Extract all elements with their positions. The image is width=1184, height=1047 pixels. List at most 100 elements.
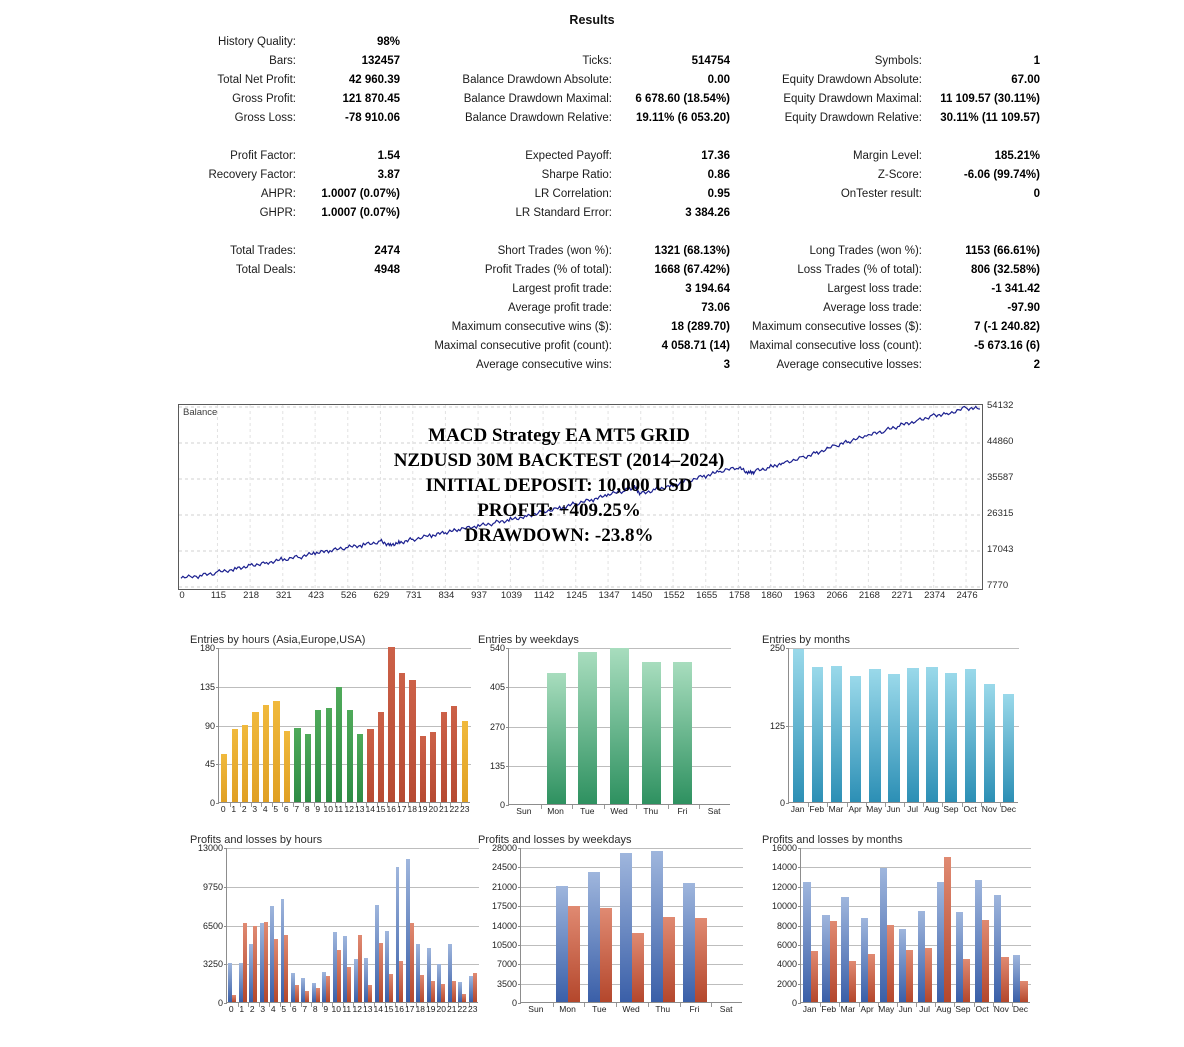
bar [388, 647, 395, 802]
x-tick-label: 10 [331, 1004, 341, 1014]
bar [283, 730, 291, 802]
y-tick-label: 0 [511, 998, 517, 1008]
x-tick-label: Tue [592, 1004, 607, 1014]
stat-cell: Balance Drawdown Maximal: 6 678.60 (18.54… [400, 90, 730, 109]
y-tick-mark [224, 1003, 227, 1004]
bar-slot [397, 648, 407, 802]
x-tick-label: Thu [643, 806, 659, 816]
stat-row: GHPR: 1.0007 (0.07%) LR Standard Error: 3 3… [0, 204, 1184, 223]
bar-loss [378, 942, 383, 1002]
stat-row: Largest profit trade: 3 194.64 Largest los… [0, 280, 1184, 299]
stat-cell: Gross Loss: -78 910.06 [0, 109, 400, 128]
stat-cell [0, 318, 400, 337]
y-tick-label: 0 [217, 998, 223, 1008]
x-tick-label: 23 [468, 1004, 478, 1014]
balance-x-tick: 731 [405, 590, 422, 601]
bar-slot [521, 848, 553, 1002]
stat-row: Average consecutive wins: 3 Average consec… [0, 356, 1184, 375]
x-tick-mark [395, 1003, 396, 1007]
x-tick-mark [332, 1003, 333, 1007]
bar-loss [462, 994, 467, 1002]
bar [315, 709, 322, 802]
stat-cell: Balance Drawdown Absolute: 0.00 [400, 71, 730, 90]
x-tick-mark [292, 803, 294, 807]
stat-cell: Recovery Factor: 3.87 [0, 166, 400, 185]
bar-loss [336, 950, 341, 1002]
gridline [521, 886, 743, 888]
stat-cell: LR Correlation: 0.95 [400, 185, 730, 204]
gridline [219, 764, 471, 766]
x-tick-label: 7 [294, 804, 300, 814]
stat-label: Average profit trade: [508, 302, 612, 314]
bar-profit [405, 858, 410, 1002]
chart-profits-and-losses-by-hours: Profits and losses by hours 0 3250 6500 9750… [190, 834, 480, 1014]
x-tick-mark [447, 1003, 449, 1007]
bar-slot [373, 848, 383, 1002]
bar-slot [365, 648, 375, 802]
x-tick-label: 23 [460, 804, 470, 814]
x-tick-label: Wed [610, 806, 628, 816]
x-tick-label: Mon [547, 806, 564, 816]
bar-slot [426, 848, 436, 1002]
stat-value [296, 337, 400, 356]
x-tick-mark [1011, 1003, 1013, 1007]
bar [578, 652, 598, 804]
bar-profit [259, 923, 264, 1002]
gridline [521, 867, 743, 869]
chart-title: Profits and losses by weekdays [478, 834, 632, 846]
stat-label: Balance Drawdown Absolute: [462, 74, 612, 86]
stat-row [0, 223, 1184, 242]
stat-value: 2 [1033, 359, 1040, 371]
y-tick-mark [798, 983, 801, 985]
bar-slot [229, 648, 239, 802]
balance-x-tick: 2271 [891, 590, 913, 601]
stat-row: Bars: 132457 Ticks: 514754 Symbols: 1 [0, 52, 1184, 71]
x-tick-mark [916, 1003, 917, 1007]
y-tick-label: 135 [489, 760, 505, 771]
bar-profit [994, 895, 1002, 1002]
bar [926, 667, 938, 802]
stat-value: 3.87 [377, 169, 400, 181]
bar-profit [364, 958, 369, 1002]
stat-cell: Equity Drawdown Relative: 30.11% (11 109.… [730, 109, 1040, 128]
bar-group [227, 848, 478, 1002]
stat-value: 1321 (68.13%) [654, 245, 730, 257]
gridline [521, 925, 743, 927]
x-tick-label: May [878, 1004, 895, 1014]
x-tick-mark [808, 803, 810, 807]
bar-profit [803, 881, 811, 1002]
stat-value [296, 318, 400, 337]
bar-profit [426, 947, 431, 1002]
bar [231, 728, 238, 802]
stat-cell: Average consecutive wins: 3 [400, 356, 730, 375]
plot-area: 0 2000 4000 6000 8000 10000 12000 14000 16000 [772, 843, 1031, 1008]
stat-cell: Total Trades: 2474 [0, 242, 400, 261]
x-tick-mark [408, 803, 409, 807]
gridline [801, 886, 1031, 888]
bar-loss [905, 949, 914, 1002]
bar-slot [428, 648, 438, 802]
x-tick-label: 3 [252, 804, 258, 814]
bar [850, 675, 862, 802]
stat-cell [400, 223, 730, 242]
bar-slot [321, 848, 331, 1002]
bar-group [509, 648, 730, 804]
bar-slot [240, 648, 250, 802]
x-tick-label: Apr [860, 1004, 874, 1014]
bar-slot [846, 648, 865, 802]
bar-slot [363, 848, 373, 1002]
stat-cell: Profit Trades (% of total): 1668 (67.42%) [400, 261, 730, 280]
stat-cell [400, 128, 730, 147]
bar [830, 665, 843, 802]
y-tick-label: 180 [199, 643, 215, 653]
x-tick-label: 12 [352, 1004, 362, 1014]
stat-value: 4948 [374, 264, 400, 276]
stat-label: Recovery Factor: [208, 169, 296, 181]
bar-profit [416, 943, 421, 1002]
bar-slot [237, 848, 247, 1002]
bar-slot [604, 648, 636, 804]
x-tick-label: 4 [270, 1004, 276, 1014]
x-tick-mark [896, 1003, 898, 1007]
bar-slot [789, 648, 808, 802]
stat-cell: Gross Profit: 121 870.45 [0, 90, 400, 109]
